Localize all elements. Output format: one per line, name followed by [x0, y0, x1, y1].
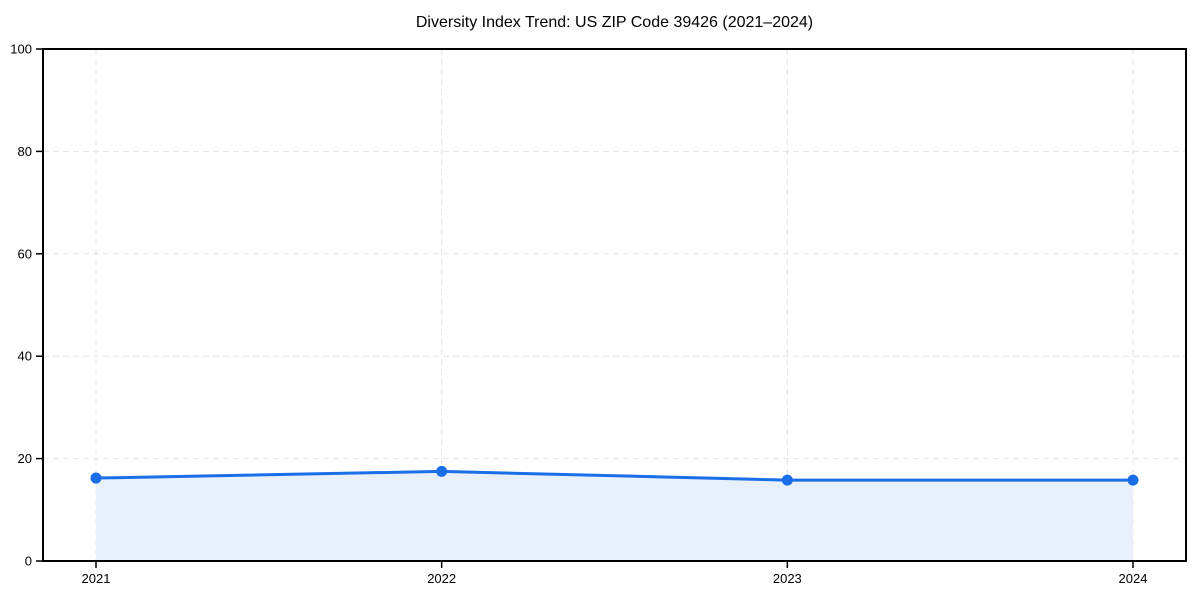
- x-tick-label: 2022: [427, 571, 456, 586]
- x-tick-label: 2023: [773, 571, 802, 586]
- y-tick-label: 60: [18, 246, 32, 261]
- chart-title: Diversity Index Trend: US ZIP Code 39426…: [415, 14, 814, 31]
- data-point-2023: [781, 474, 793, 486]
- y-tick-label: 20: [18, 451, 32, 466]
- y-tick-label: 40: [18, 349, 32, 364]
- area-fill: [96, 471, 1133, 561]
- y-tick-label: 100: [10, 42, 32, 57]
- x-tick-label: 2024: [1119, 571, 1148, 586]
- data-point-2024: [1127, 474, 1139, 486]
- y-tick-label: 80: [18, 144, 32, 159]
- y-tick-label: 0: [25, 554, 32, 569]
- data-point-2021: [90, 472, 102, 484]
- plot-border: [42, 48, 1187, 562]
- trend-line: [94, 469, 1135, 482]
- data-point-2022: [436, 465, 448, 477]
- x-tick-label: 2021: [82, 571, 111, 586]
